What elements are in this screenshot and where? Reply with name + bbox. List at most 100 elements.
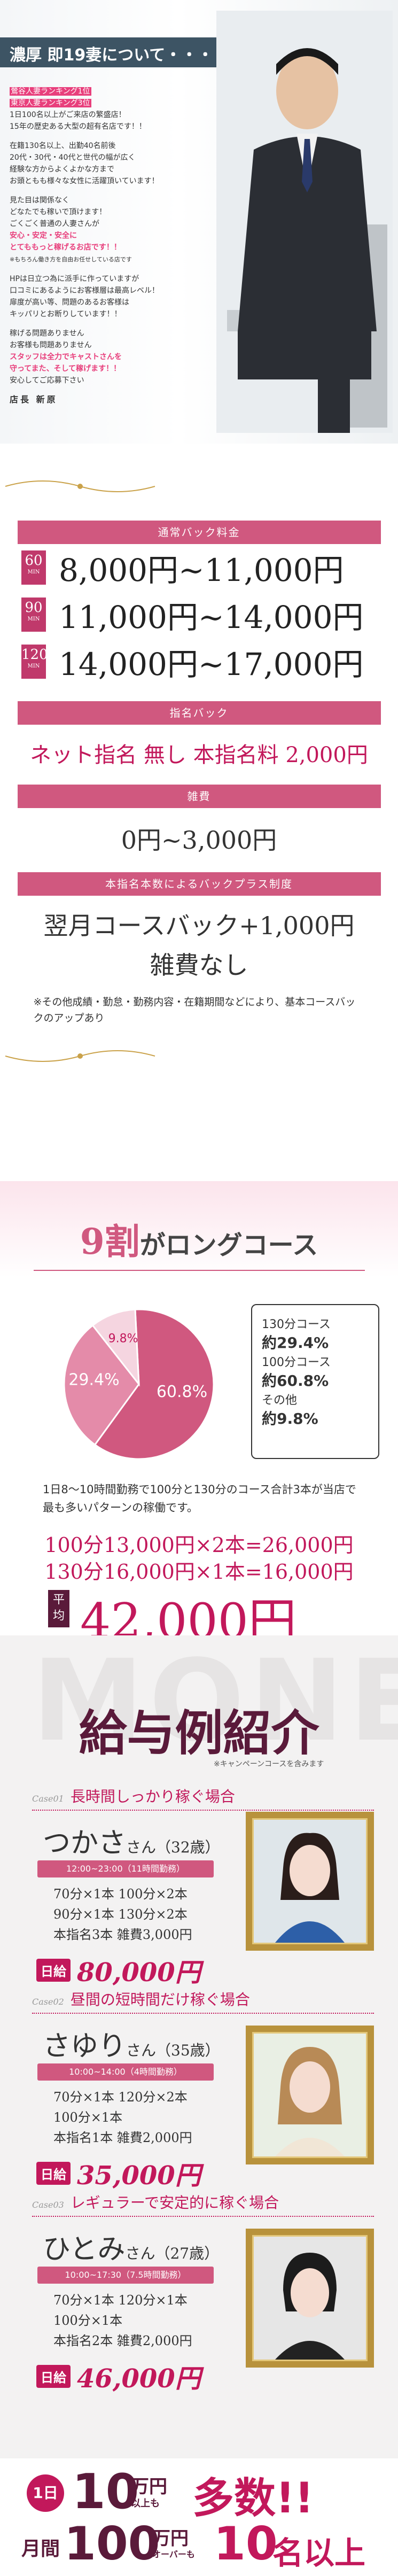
signature: 店長 新原 [10, 394, 58, 405]
pie-slice [63, 1324, 140, 1446]
intro-line: 守ってまた、そして稼げます！！ [10, 364, 121, 373]
intro-line: 安心・安定・安全に [10, 231, 77, 240]
intro-section: 濃厚 即19妻について・・・ 鶯谷人妻ランキング1位 東京人妻ランキング3位 1… [0, 0, 398, 444]
long-course-section: 9割がロングコース [0, 1181, 398, 1277]
money-bg-text: MONEY [32, 1635, 398, 1766]
pie-label: 9.8% [108, 1332, 138, 1345]
case-head: Case02 昼間の短時間だけ稼ぐ場合 [32, 1988, 374, 2014]
intro-line: どなたでも稼いで頂けます！ [10, 208, 107, 216]
legend-130: 130分コース 約29.4% [262, 1318, 331, 1352]
formula-2: 130分16,000円×1本=16,000円 [44, 1560, 354, 1584]
pay-section: 通常バック料金 60 MIN 8,000円~11,000円 90 MIN 11,00… [0, 476, 398, 1069]
monthly-unit: 万円 [152, 2528, 189, 2549]
case-daily: 日給 46,000円 [36, 2357, 398, 2395]
case-hours: 10:00~14:00（4時間勤務） [37, 2063, 214, 2081]
intro-line: 稼げる問題ありません [10, 329, 84, 338]
daily-over: 以上も [131, 2498, 160, 2509]
case-hours: 12:00~23:00（11時間勤務） [37, 1860, 214, 1877]
bottom-banner: 1日 10 万円 以上も 多数!! 月間 100 万円 オーバーも 10 名以上 [0, 2458, 398, 2576]
case-name: つかささん（32歳） [43, 1827, 220, 1859]
zappi-text: 0円~3,000円 [121, 826, 277, 855]
min-badge: 60 MIN [21, 550, 46, 585]
intro-line: とてももっと稼げるお店です！！ [10, 243, 121, 252]
monthly-people: 名以上 [272, 2535, 366, 2571]
intro-line: 1日100名以上がご来店の繁盛店！ [10, 111, 126, 119]
intro-line: HPは日立つ為に派手に作っていますが [10, 275, 139, 283]
calc-note: 1日8〜10時間勤務で100分と130分のコース合計3本が当店で最も多いパターン… [43, 1483, 356, 1514]
pie-label: 60.8% [157, 1383, 207, 1401]
plus-system-bar: 本指名本数によるバックプラス制度 [17, 872, 381, 896]
daily-many: 多数!! [192, 2474, 314, 2523]
intro-line: 扉度が高い等、問題のあるお客様は [10, 298, 129, 307]
intro-line: 経験な方からよくよかな方まで [10, 165, 114, 174]
intro-line: 東京人妻ランキング3位 [10, 99, 91, 107]
min-badge: 90 MIN [21, 598, 46, 632]
case-name: ひとみさん（27歳） [43, 2233, 220, 2265]
case-1-photo [246, 1812, 374, 1951]
monthly-100: 100 [64, 2517, 160, 2571]
course-pie-chart: 60.8% 29.4% 9.8% [63, 1308, 215, 1460]
case-name: さゆりさん（35歳） [43, 2030, 220, 2062]
intro-line: 安心してご応募下さい [10, 376, 84, 385]
case-detail: 70分×1本 120分×1本 100分×1本 本指名2本 雑費2,000円 [53, 2293, 192, 2348]
pie-slice [93, 1308, 215, 1460]
case-detail: 70分×1本 100分×2本 90分×1本 130分×2本 本指名3本 雑費3,00… [53, 1887, 192, 1942]
monthly-label: 月間 [21, 2538, 60, 2560]
daily-unit: 万円 [131, 2476, 167, 2497]
case-daily: 日給 35,000円 [36, 2154, 398, 2192]
daily-badge: 1日 [27, 2474, 64, 2512]
long-course-title: 9割がロングコース [33, 1213, 365, 1271]
legend-100: 100分コース 約60.8% [262, 1356, 331, 1390]
case-head: Case03 レギュラーで安定的に稼ぐ場合 [32, 2191, 374, 2217]
intro-line: 在籍130名以上、出勤40名前後 [10, 142, 116, 150]
plus-text-2: 雑費なし [150, 951, 248, 980]
normal-back-bar: 通常バック料金 [17, 521, 381, 544]
salary-title: 給与例紹介 [79, 1705, 319, 1762]
intro-line: 15年の歴史ある大型の超有名店です！！ [10, 122, 146, 131]
intro-line: キッパリとお断りしています！！ [10, 310, 122, 319]
intro-title: 濃厚 即19妻について・・・ [0, 37, 224, 67]
intro-line: お客様も問題ありません [10, 341, 92, 350]
intro-line: スタッフは全力でキャストさんを [10, 353, 122, 361]
price-row: 60 MIN 8,000円~11,000円 [21, 544, 398, 591]
plus-text-1: 翌月コースバック+1,000円 [43, 911, 355, 940]
daily-10: 10 [72, 2464, 139, 2520]
monthly-over: オーバーも [152, 2549, 195, 2559]
pie-slice [91, 1308, 140, 1387]
case-2: Case02 昼間の短時間だけ稼ぐ場合 さゆりさん（35歳） 10:00~14:0… [0, 1988, 398, 2192]
price-value: 14,000円~17,000円 [59, 646, 364, 682]
ornament-bottom [5, 1050, 155, 1062]
price-row: 90 MIN 11,000円~14,000円 [21, 591, 398, 638]
pie-label: 29.4% [68, 1371, 119, 1390]
campaign-note: ※キャンペーンコースを含みます [214, 1760, 324, 1768]
price-value: 11,000円~14,000円 [59, 599, 364, 635]
avg-label: 平均 [48, 1590, 69, 1627]
intro-text: 鶯谷人妻ランキング1位 東京人妻ランキング3位 1日100名以上がご来店の繁盛店… [10, 86, 191, 413]
intro-line: 鶯谷人妻ランキング1位 [10, 87, 91, 96]
legend-other: その他 約9.8% [262, 1394, 318, 1427]
intro-line: ※もちろん働き方を自由お任せしている店です [10, 256, 132, 263]
min-badge: 120 MIN [21, 645, 48, 679]
plus-note: ※その他成績・勤怠・勤務内容・在籍期間などにより、基本コースバックのアップあり [33, 996, 356, 1024]
intro-line: ごくごく普通の人妻さんが [10, 220, 99, 228]
case-hours: 10:00~17:30（7.5時間勤務） [37, 2267, 214, 2284]
intro-line: お頭ともも様々な女性に活躍頂いています！ [10, 177, 159, 185]
intro-line: 20代・30代・40代と世代の幅が広く [10, 153, 136, 162]
monthly-10: 10 [214, 2517, 278, 2571]
intro-line: 口コミにあるようにお客様層は最高レベル！ [10, 286, 159, 295]
intro-line: 見た目は関係なく [10, 196, 69, 205]
case-2-photo [246, 2026, 374, 2164]
formula-1: 100分13,000円×2本=26,000円 [44, 1533, 354, 1557]
case-detail: 70分×1本 120分×2本 100分×1本 本指名1本 雑費2,000円 [53, 2090, 192, 2145]
shimei-back-bar: 指名バック [17, 701, 381, 725]
case-3-photo [246, 2229, 374, 2368]
case-head: Case01 長時間しっかり稼ぐ場合 [32, 1785, 374, 1811]
shimei-text: ネット指名 無し 本指名料 2,000円 [30, 743, 368, 767]
pie-legend: 130分コース 約29.4% 100分コース 約60.8% その他 約9.8% [251, 1304, 379, 1459]
price-row: 120 MIN 14,000円~17,000円 [21, 638, 398, 685]
price-value: 8,000円~11,000円 [59, 552, 344, 588]
case-3: Case03 レギュラーで安定的に稼ぐ場合 ひとみさん（27歳） 10:00~17… [0, 2191, 398, 2395]
manager-photo [216, 11, 393, 433]
case-daily: 日給 80,000円 [36, 1951, 398, 1989]
